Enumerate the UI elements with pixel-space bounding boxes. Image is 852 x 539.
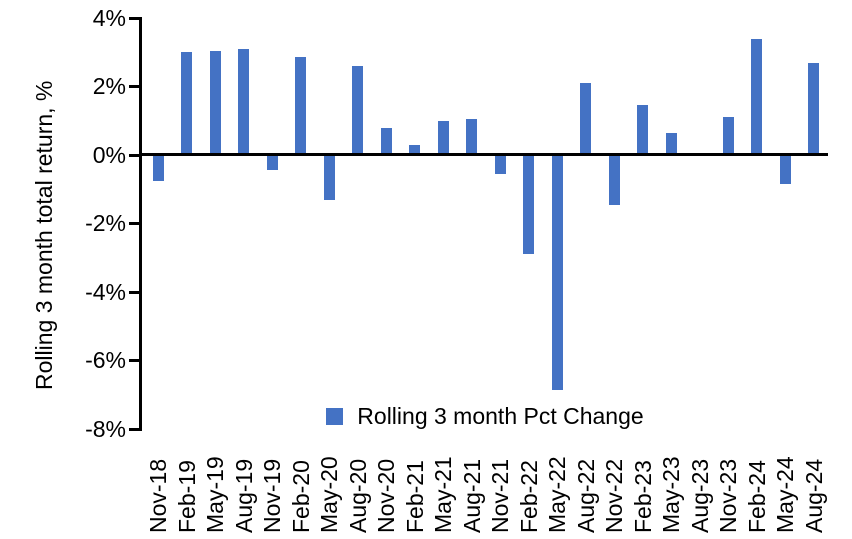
x-tick-label: Aug-19: [230, 458, 257, 533]
bar: [722, 117, 734, 155]
bar: [295, 57, 307, 155]
x-tick-label: Feb-20: [287, 460, 314, 533]
x-tick-label: Aug-23: [686, 458, 713, 533]
y-tick-label: -4%: [85, 278, 126, 305]
y-tick-label: 0%: [92, 141, 126, 168]
x-tick-label: May-23: [658, 456, 685, 533]
bar: [238, 48, 250, 155]
y-tick-label: 4%: [92, 4, 126, 31]
y-tick-label: -8%: [85, 415, 126, 442]
x-tick-label: Feb-22: [515, 460, 542, 533]
x-tick-label: May-19: [202, 456, 229, 533]
bar: [551, 155, 563, 390]
bar: [466, 119, 478, 155]
x-tick-label: May-20: [316, 456, 343, 533]
zero-line: [139, 153, 828, 156]
x-tick-label: Nov-20: [373, 458, 400, 533]
legend-label: Rolling 3 month Pct Change: [357, 403, 644, 429]
x-tick-label: Nov-21: [487, 458, 514, 533]
y-tick-mark: [129, 222, 142, 225]
bar: [494, 155, 506, 174]
x-tick-label: Aug-22: [572, 458, 599, 533]
x-tick-label: Feb-21: [401, 460, 428, 533]
x-tick-label: May-21: [430, 456, 457, 533]
bar: [437, 120, 449, 155]
y-tick-mark: [129, 85, 142, 88]
y-tick-mark: [129, 359, 142, 362]
y-tick-mark: [129, 153, 142, 157]
x-tick-label: Feb-23: [629, 460, 656, 533]
y-tick-mark: [129, 290, 142, 294]
bar: [665, 132, 677, 155]
bar: [608, 155, 620, 205]
bar: [152, 155, 164, 181]
y-tick-label: 2%: [92, 73, 126, 99]
y-tick-label: -2%: [85, 210, 126, 236]
x-tick-label: May-24: [772, 456, 799, 533]
bar: [523, 155, 535, 255]
x-tick-label: Nov-19: [259, 458, 286, 533]
legend-swatch-icon: [326, 408, 344, 425]
y-tick-label: -6%: [85, 347, 126, 373]
legend: Rolling 3 month Pct Change: [142, 403, 828, 430]
x-tick-label: Nov-22: [601, 458, 628, 533]
bar: [181, 52, 193, 155]
x-tick-label: Nov-23: [715, 458, 742, 533]
x-tick-label: Aug-20: [344, 458, 371, 533]
bar: [266, 155, 278, 171]
x-tick-label: Nov-18: [145, 458, 172, 533]
bar: [352, 65, 364, 155]
y-tick-mark: [129, 16, 142, 20]
bar: [779, 155, 791, 185]
y-axis-line: [139, 17, 142, 431]
bar: [380, 127, 392, 155]
x-tick-label: Aug-24: [800, 458, 827, 533]
y-tick-mark: [129, 427, 142, 431]
bar: [637, 105, 649, 155]
bar: [580, 83, 592, 155]
bar: [751, 38, 763, 155]
x-tick-label: Aug-21: [458, 458, 485, 533]
x-tick-label: May-22: [544, 456, 571, 533]
bar: [323, 155, 335, 200]
bar: [209, 50, 221, 155]
bar: [808, 62, 820, 155]
x-tick-label: Feb-19: [173, 460, 200, 533]
bar: [409, 144, 421, 155]
x-tick-label: Feb-24: [743, 460, 770, 533]
